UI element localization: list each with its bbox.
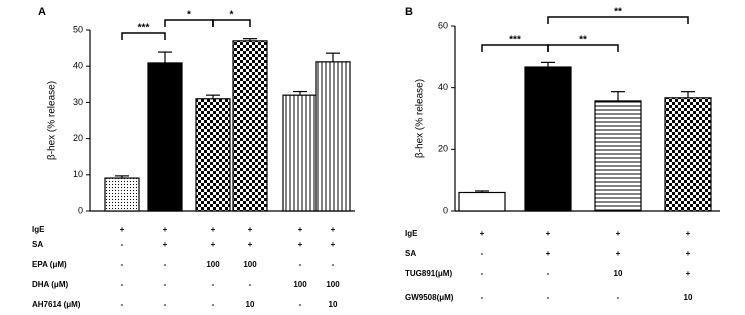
condition-label: DHA (μM) (32, 280, 68, 289)
condition-cell: + (616, 249, 621, 258)
significance-bracket (481, 44, 549, 52)
condition-cell: - (547, 293, 550, 302)
condition-cell: - (212, 300, 215, 309)
condition-cell: + (163, 225, 168, 234)
bar (195, 98, 231, 212)
condition-cell: - (481, 293, 484, 302)
significance-bracket (164, 19, 214, 27)
condition-label: SA (32, 240, 43, 249)
significance-label: ** (579, 35, 587, 46)
condition-label: EPA (μM) (32, 260, 67, 269)
condition-cell: + (686, 229, 691, 238)
condition-cell: + (248, 240, 253, 249)
bar (282, 94, 318, 212)
condition-cell: - (164, 300, 167, 309)
significance-bracket (547, 16, 689, 24)
condition-cell: 100 (243, 260, 257, 269)
condition-cell: + (616, 229, 621, 238)
condition-cell: - (481, 249, 484, 258)
y-tick-label: 10 (73, 169, 83, 179)
condition-cell: - (121, 260, 124, 269)
condition-cell: + (120, 225, 125, 234)
condition-cell: + (298, 225, 303, 234)
condition-cell: 10 (329, 300, 338, 309)
condition-cell: + (546, 229, 551, 238)
y-tick-label: 20 (73, 133, 83, 143)
condition-cell: - (121, 300, 124, 309)
condition-label: AH7614 (μM) (32, 300, 81, 309)
condition-cell: 100 (293, 280, 307, 289)
condition-cell: + (298, 240, 303, 249)
condition-cell: + (331, 225, 336, 234)
condition-cell: - (164, 260, 167, 269)
significance-label: * (230, 10, 234, 21)
y-axis-label: β-hex (% release) (415, 79, 426, 158)
condition-cell: + (686, 269, 691, 278)
condition-cell: - (164, 280, 167, 289)
y-tick-label: 40 (438, 82, 448, 92)
y-tick-label: 40 (73, 61, 83, 71)
condition-cell: 100 (206, 260, 220, 269)
bar (594, 100, 642, 212)
condition-cell: + (331, 240, 336, 249)
bar (104, 177, 140, 212)
y-tick-label: 50 (73, 24, 83, 34)
condition-cell: + (211, 240, 216, 249)
y-tick-label: 20 (438, 144, 448, 154)
condition-cell: - (617, 293, 620, 302)
condition-cell: - (299, 300, 302, 309)
bar (315, 61, 351, 212)
condition-cell: 100 (326, 280, 340, 289)
significance-bracket (547, 44, 619, 52)
significance-bracket (121, 32, 166, 40)
condition-cell: + (546, 249, 551, 258)
y-tick-label: 30 (73, 97, 83, 107)
bar (232, 40, 268, 212)
condition-cell: - (332, 260, 335, 269)
significance-label: * (187, 10, 191, 21)
condition-label: SA (405, 249, 416, 258)
panel-label: B (405, 6, 413, 18)
significance-bracket (212, 19, 251, 27)
condition-cell: 10 (246, 300, 255, 309)
condition-cell: - (121, 240, 124, 249)
panel-label: A (38, 6, 46, 18)
condition-cell: 10 (614, 269, 623, 278)
condition-cell: - (249, 280, 252, 289)
condition-cell: - (299, 260, 302, 269)
condition-cell: + (480, 229, 485, 238)
condition-cell: + (248, 225, 253, 234)
condition-cell: - (212, 280, 215, 289)
condition-cell: - (547, 269, 550, 278)
condition-cell: + (163, 240, 168, 249)
significance-label: *** (509, 35, 521, 46)
y-tick-label: 0 (78, 205, 83, 215)
condition-cell: - (481, 269, 484, 278)
condition-label: IgE (405, 229, 418, 238)
y-tick-label: 60 (438, 20, 448, 30)
condition-cell: + (211, 225, 216, 234)
y-axis-label: β-hex (% release) (47, 81, 58, 160)
condition-cell: - (121, 280, 124, 289)
condition-label: GW9508(μM) (405, 293, 454, 302)
condition-label: TUG891(μM) (405, 269, 452, 278)
bar (664, 97, 712, 212)
condition-cell: + (686, 249, 691, 258)
condition-cell: 10 (684, 293, 693, 302)
bar (147, 62, 183, 212)
bar (524, 66, 572, 212)
significance-label: ** (614, 7, 622, 18)
bar (458, 191, 506, 212)
significance-label: *** (138, 23, 150, 34)
condition-label: IgE (32, 225, 45, 234)
y-tick-label: 0 (443, 205, 448, 215)
